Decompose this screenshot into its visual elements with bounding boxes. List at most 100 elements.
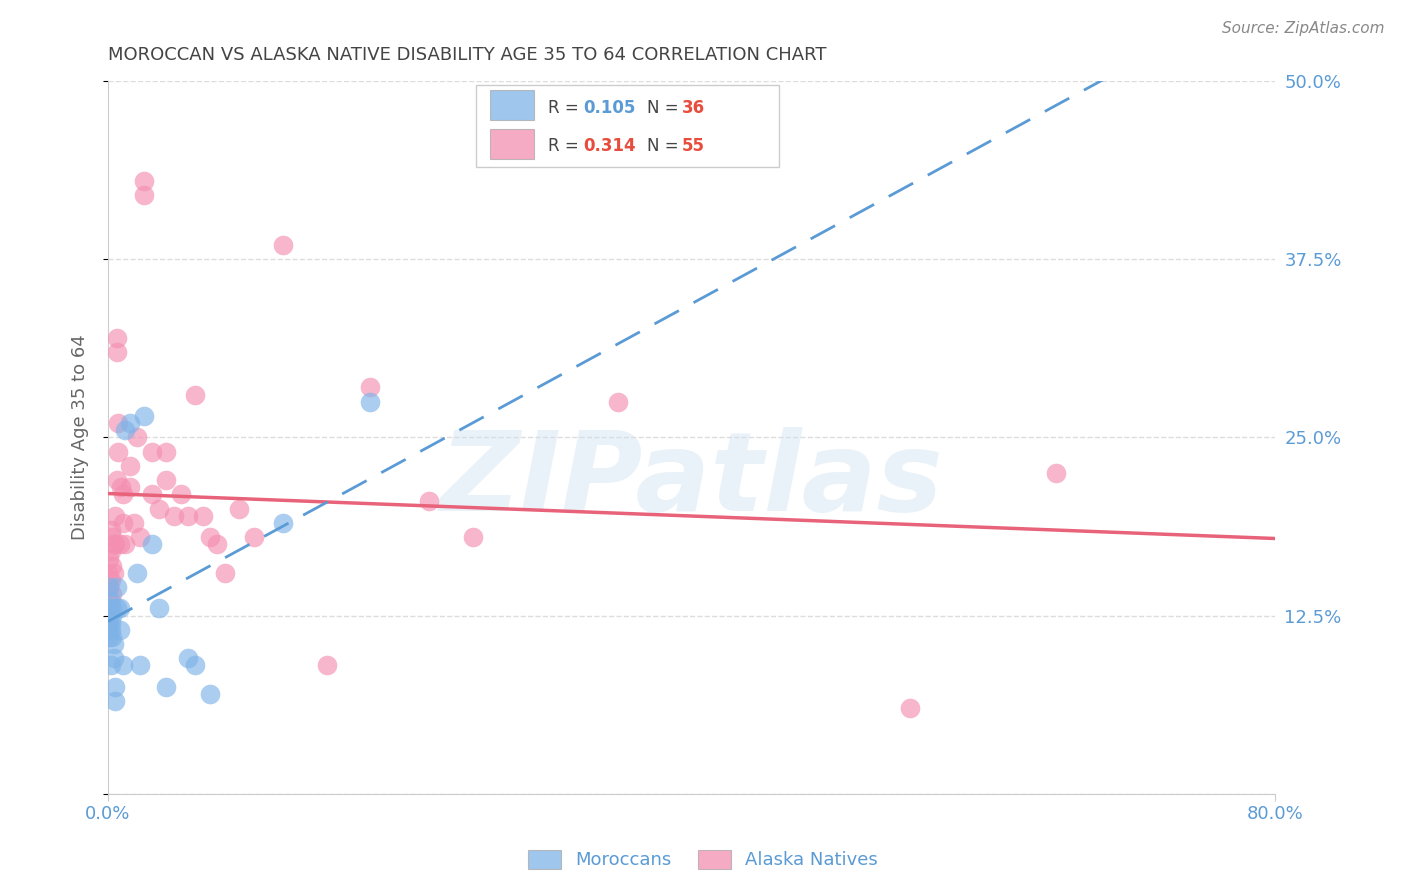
Text: MOROCCAN VS ALASKA NATIVE DISABILITY AGE 35 TO 64 CORRELATION CHART: MOROCCAN VS ALASKA NATIVE DISABILITY AGE… xyxy=(108,46,827,64)
Point xyxy=(107,444,129,458)
Text: 0.314: 0.314 xyxy=(583,137,636,155)
Point xyxy=(118,480,141,494)
Point xyxy=(360,380,382,394)
Point xyxy=(98,594,121,608)
Point xyxy=(101,601,124,615)
Point xyxy=(141,444,163,458)
Point xyxy=(98,630,121,644)
Point xyxy=(103,637,125,651)
Point xyxy=(105,473,128,487)
Point xyxy=(1045,466,1067,480)
Text: 0.105: 0.105 xyxy=(583,98,636,117)
Text: R =: R = xyxy=(548,137,583,155)
Point xyxy=(103,537,125,551)
Point xyxy=(191,508,214,523)
Point xyxy=(177,508,200,523)
Point xyxy=(155,473,177,487)
Point xyxy=(110,480,132,494)
Point xyxy=(101,530,124,544)
Point xyxy=(100,658,122,673)
Point xyxy=(134,409,156,423)
Point xyxy=(315,658,337,673)
Text: 36: 36 xyxy=(682,98,706,117)
Point xyxy=(118,458,141,473)
Point xyxy=(104,680,127,694)
Point xyxy=(108,623,131,637)
Point xyxy=(97,580,120,594)
FancyBboxPatch shape xyxy=(475,85,779,167)
Point xyxy=(134,188,156,202)
Text: Source: ZipAtlas.com: Source: ZipAtlas.com xyxy=(1222,21,1385,36)
Point xyxy=(105,344,128,359)
Point xyxy=(114,423,136,437)
Point xyxy=(97,601,120,615)
Point xyxy=(111,487,134,501)
Point xyxy=(214,566,236,580)
Point xyxy=(100,594,122,608)
Y-axis label: Disability Age 35 to 64: Disability Age 35 to 64 xyxy=(72,334,89,541)
Point xyxy=(97,566,120,580)
FancyBboxPatch shape xyxy=(489,129,534,159)
Text: ZIPatlas: ZIPatlas xyxy=(440,426,943,533)
Point xyxy=(118,416,141,430)
Point xyxy=(105,580,128,594)
Text: N =: N = xyxy=(647,98,683,117)
Point xyxy=(101,587,124,601)
Point xyxy=(127,430,149,444)
Text: N =: N = xyxy=(647,137,683,155)
Point xyxy=(243,530,266,544)
Point xyxy=(898,701,921,715)
Point xyxy=(101,608,124,623)
Point xyxy=(98,608,121,623)
Point xyxy=(134,174,156,188)
Point xyxy=(129,658,152,673)
Point xyxy=(360,394,382,409)
Point xyxy=(100,523,122,537)
Point xyxy=(184,387,207,401)
Point xyxy=(271,238,294,252)
Point xyxy=(101,558,124,573)
Point xyxy=(108,601,131,615)
Point xyxy=(148,601,170,615)
Point xyxy=(100,615,122,630)
Point xyxy=(207,537,229,551)
Text: R =: R = xyxy=(548,98,583,117)
Point xyxy=(228,501,250,516)
Point xyxy=(198,687,221,701)
Point xyxy=(177,651,200,665)
Point xyxy=(141,537,163,551)
Point xyxy=(141,487,163,501)
Point xyxy=(104,537,127,551)
Point xyxy=(101,630,124,644)
Point xyxy=(148,501,170,516)
Point xyxy=(104,508,127,523)
Point xyxy=(100,544,122,558)
Point xyxy=(98,551,121,566)
Point xyxy=(122,516,145,530)
Point xyxy=(155,444,177,458)
Point xyxy=(98,601,121,615)
Point xyxy=(97,623,120,637)
Point xyxy=(114,537,136,551)
Point xyxy=(98,580,121,594)
Legend: Moroccans, Alaska Natives: Moroccans, Alaska Natives xyxy=(519,841,887,879)
Point xyxy=(108,537,131,551)
Point xyxy=(103,651,125,665)
Point xyxy=(198,530,221,544)
Point xyxy=(105,601,128,615)
Point xyxy=(162,508,184,523)
Point xyxy=(184,658,207,673)
Point xyxy=(461,530,484,544)
Point xyxy=(127,566,149,580)
Point xyxy=(100,573,122,587)
Point xyxy=(107,416,129,430)
Point xyxy=(111,516,134,530)
Point xyxy=(129,530,152,544)
Point xyxy=(100,623,122,637)
Text: 55: 55 xyxy=(682,137,704,155)
Point xyxy=(111,658,134,673)
Point xyxy=(418,494,440,508)
Point xyxy=(155,680,177,694)
Point xyxy=(271,516,294,530)
Point xyxy=(98,580,121,594)
